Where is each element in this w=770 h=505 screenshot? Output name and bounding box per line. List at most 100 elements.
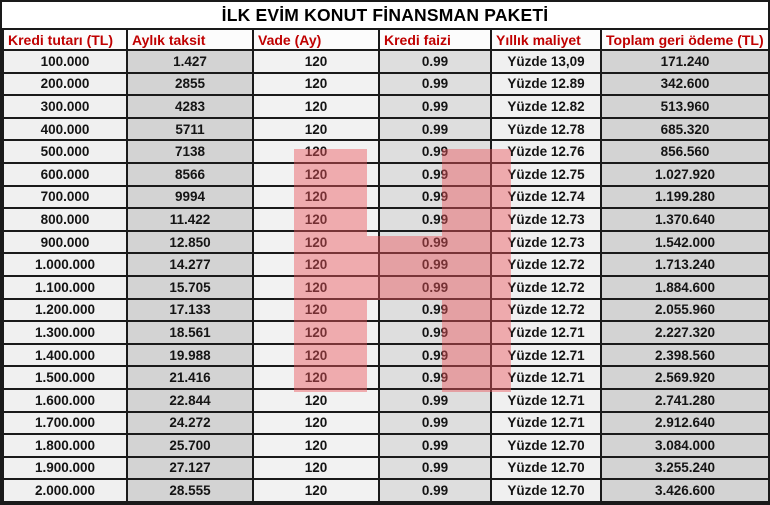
table-cell: 0.99 — [378, 433, 492, 458]
table-row: 300.000 4283 120 0.99 Yüzde 12.82 513.960 — [2, 94, 768, 119]
table-cell: 120 — [252, 365, 380, 390]
table-cell: 0.99 — [378, 49, 492, 74]
table-cell: 513.960 — [600, 94, 768, 119]
table-cell: 1.884.600 — [600, 274, 768, 300]
table-row: 1.000.000 14.277 120 0.99 Yüzde 12.72 1.713.2… — [2, 252, 768, 277]
table-cell: 0.99 — [378, 455, 492, 481]
table-cell: 1.500.000 — [2, 365, 128, 390]
table-cell: Yüzde 12.73 — [490, 229, 602, 255]
table-cell: 1.027.920 — [600, 161, 768, 187]
table-cell: 900.000 — [2, 229, 128, 255]
table-cell: 1.542.000 — [600, 229, 768, 255]
table-cell: 0.99 — [378, 71, 492, 97]
table-cell: 1.000.000 — [2, 252, 128, 277]
table-cell: 0.99 — [378, 139, 492, 164]
table-cell: Yüzde 12.73 — [490, 207, 602, 232]
table-cell: 1.800.000 — [2, 433, 128, 458]
table-cell: 800.000 — [2, 207, 128, 232]
table-row: 1.700.000 24.272 120 0.99 Yüzde 12.71 2.912.6… — [2, 410, 768, 436]
table-cell: Yüzde 12.78 — [490, 116, 602, 142]
table-cell: Yüzde 12.71 — [490, 320, 602, 345]
table-cell: 300.000 — [2, 94, 128, 119]
table-cell: Yüzde 12.70 — [490, 455, 602, 481]
table-cell: Yüzde 12.72 — [490, 297, 602, 323]
table-row: 900.000 12.850 120 0.99 Yüzde 12.73 1.542.000 — [2, 229, 768, 255]
table-cell: 0.99 — [378, 410, 492, 436]
column-header-vade: Vade (Ay) — [252, 28, 380, 51]
table-cell: Yüzde 12.70 — [490, 478, 602, 503]
table-cell: 4283 — [126, 94, 254, 119]
table-row: 700.000 9994 120 0.99 Yüzde 12.74 1.199.280 — [2, 184, 768, 210]
table-cell: 1.200.000 — [2, 297, 128, 323]
column-header-yillik-maliyet: Yıllık maliyet — [490, 28, 602, 51]
table-cell: 120 — [252, 274, 380, 300]
table-cell: 120 — [252, 139, 380, 164]
table-row: 1.900.000 27.127 120 0.99 Yüzde 12.70 3.255.2… — [2, 455, 768, 481]
table-cell: 27.127 — [126, 455, 254, 481]
table-cell: 14.277 — [126, 252, 254, 277]
table-cell: 2.741.280 — [600, 387, 768, 413]
table-cell: Yüzde 12.82 — [490, 94, 602, 119]
table-cell: Yüzde 13,09 — [490, 49, 602, 74]
table-cell: 12.850 — [126, 229, 254, 255]
table-cell: 0.99 — [378, 478, 492, 503]
table-cell: 15.705 — [126, 274, 254, 300]
table-cell: 0.99 — [378, 387, 492, 413]
table-cell: Yüzde 12.75 — [490, 161, 602, 187]
table-cell: 120 — [252, 71, 380, 97]
table-cell: 17.133 — [126, 297, 254, 323]
table-title: İLK EVİM KONUT FİNANSMAN PAKETİ — [221, 4, 549, 25]
table-row: 100.000 1.427 120 0.99 Yüzde 13,09 171.240 — [2, 49, 768, 74]
table-cell: 9994 — [126, 184, 254, 210]
table-cell: 3.426.600 — [600, 478, 768, 503]
table-cell: 8566 — [126, 161, 254, 187]
table-cell: 0.99 — [378, 161, 492, 187]
table-cell: 0.99 — [378, 184, 492, 210]
table-cell: 600.000 — [2, 161, 128, 187]
table-cell: 1.713.240 — [600, 252, 768, 277]
table-row: 500.000 7138 120 0.99 Yüzde 12.76 856.560 — [2, 139, 768, 164]
table-cell: 120 — [252, 252, 380, 277]
table-cell: 21.416 — [126, 365, 254, 390]
table-row: 1.600.000 22.844 120 0.99 Yüzde 12.71 2.741.2… — [2, 387, 768, 413]
table-cell: 856.560 — [600, 139, 768, 164]
table-cell: 120 — [252, 161, 380, 187]
table-cell: 0.99 — [378, 365, 492, 390]
table-cell: 2.227.320 — [600, 320, 768, 345]
table-cell: 120 — [252, 433, 380, 458]
table-header-row: Kredi tutarı (TL) Aylık taksit Vade (Ay)… — [2, 28, 768, 51]
table-cell: 120 — [252, 478, 380, 503]
table-cell: Yüzde 12.72 — [490, 274, 602, 300]
table-row: 1.800.000 25.700 120 0.99 Yüzde 12.70 3.084.0… — [2, 433, 768, 458]
table-cell: 2.569.920 — [600, 365, 768, 390]
table-row: 200.000 2855 120 0.99 Yüzde 12.89 342.600 — [2, 71, 768, 97]
table-cell: 3.084.000 — [600, 433, 768, 458]
table-cell: 1.900.000 — [2, 455, 128, 481]
column-header-toplam-geri-odeme: Toplam geri ödeme (TL) — [600, 28, 768, 51]
table-cell: Yüzde 12.89 — [490, 71, 602, 97]
table-cell: 7138 — [126, 139, 254, 164]
table-cell: 19.988 — [126, 342, 254, 368]
table-cell: Yüzde 12.71 — [490, 365, 602, 390]
table-cell: 700.000 — [2, 184, 128, 210]
table-cell: 120 — [252, 94, 380, 119]
table-row: 600.000 8566 120 0.99 Yüzde 12.75 1.027.920 — [2, 161, 768, 187]
table-row: 400.000 5711 120 0.99 Yüzde 12.78 685.320 — [2, 116, 768, 142]
table-row: 1.500.000 21.416 120 0.99 Yüzde 12.71 2.569.9… — [2, 365, 768, 390]
table-cell: 0.99 — [378, 274, 492, 300]
table-cell: 500.000 — [2, 139, 128, 164]
table-cell: 0.99 — [378, 297, 492, 323]
table-cell: 28.555 — [126, 478, 254, 503]
table-body: 100.000 1.427 120 0.99 Yüzde 13,09 171.240 200… — [2, 49, 768, 503]
table-cell: 0.99 — [378, 94, 492, 119]
table-cell: 0.99 — [378, 252, 492, 277]
table-cell: 685.320 — [600, 116, 768, 142]
table-cell: 1.600.000 — [2, 387, 128, 413]
table-cell: Yüzde 12.71 — [490, 387, 602, 413]
table-cell: 11.422 — [126, 207, 254, 232]
table-cell: Yüzde 12.74 — [490, 184, 602, 210]
table-cell: 1.370.640 — [600, 207, 768, 232]
table-row: 1.100.000 15.705 120 0.99 Yüzde 12.72 1.884.6… — [2, 274, 768, 300]
table-cell: 0.99 — [378, 320, 492, 345]
